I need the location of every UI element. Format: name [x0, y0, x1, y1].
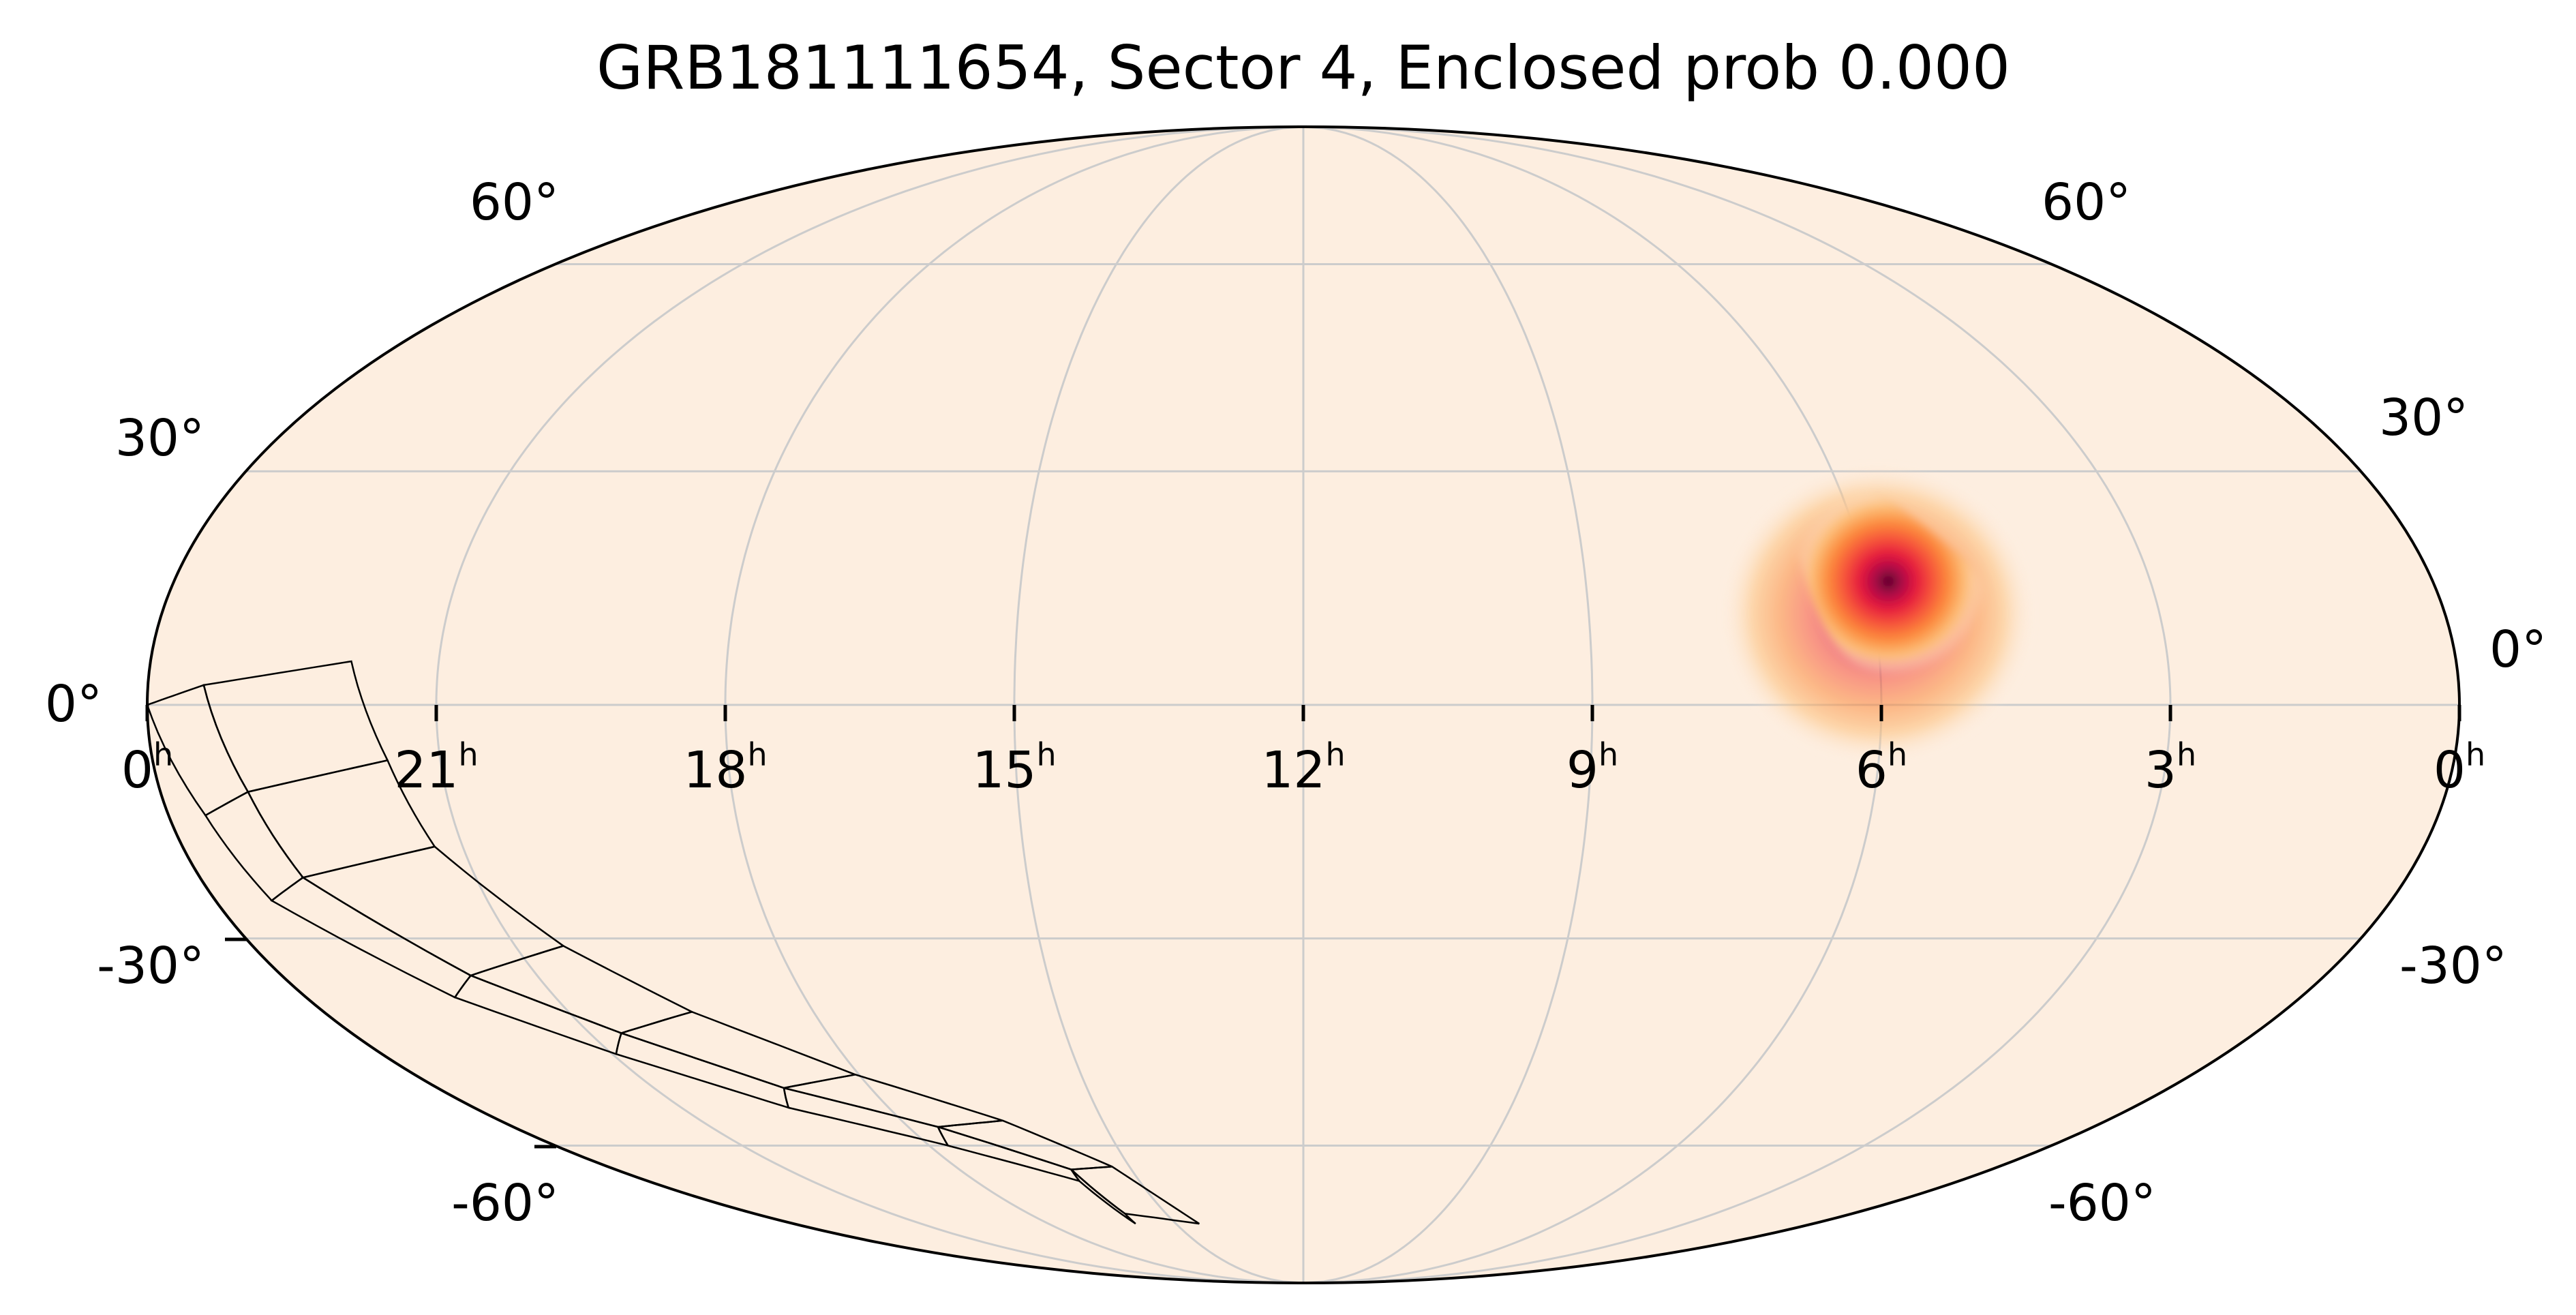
- tess-sector-footprint: [147, 660, 1200, 1225]
- lon-tick-label: 15h: [972, 736, 1056, 800]
- probability-region: [1791, 487, 1985, 676]
- lat-tick-label-right: -30°: [2399, 937, 2507, 995]
- lon-tick-label: 3h: [2145, 736, 2196, 800]
- lat-tick-label-left: -60°: [451, 1174, 559, 1233]
- lat-tick-label-left: 0°: [45, 675, 102, 734]
- ccd-footprint: [1070, 1168, 1136, 1225]
- map-title: GRB181111654, Sector 4, Enclosed prob 0.…: [596, 33, 2010, 103]
- lon-tick-label: 12h: [1261, 736, 1345, 800]
- lat-tick-label-right: 30°: [2379, 389, 2468, 447]
- lon-tick-label: 21h: [394, 736, 478, 800]
- longitude-ticks: 0h 21h 18h 15h 12h 9h 6h 3h 0h: [121, 705, 2485, 800]
- lon-tick-label: 9h: [1566, 736, 1618, 800]
- lon-tick-label: 6h: [1855, 736, 1907, 800]
- latitude-ticks: 60° 30° 0° -30° -60° 60° 30° 0° -30° -60…: [45, 173, 2547, 1233]
- lon-tick-label: 18h: [683, 736, 767, 800]
- lon-tick-label: 0h: [121, 736, 173, 800]
- localization-probability: [1721, 464, 2035, 764]
- lat-tick-label-right: 0°: [2489, 620, 2547, 679]
- lon-tick-label: 0h: [2434, 736, 2485, 800]
- lat-tick-label-left: -30°: [97, 937, 204, 995]
- lat-tick-label-left: 60°: [470, 173, 559, 232]
- lat-tick-label-left: 30°: [115, 409, 204, 468]
- lat-tick-label-right: 60°: [2042, 173, 2131, 232]
- lat-tick-label-right: -60°: [2048, 1174, 2156, 1233]
